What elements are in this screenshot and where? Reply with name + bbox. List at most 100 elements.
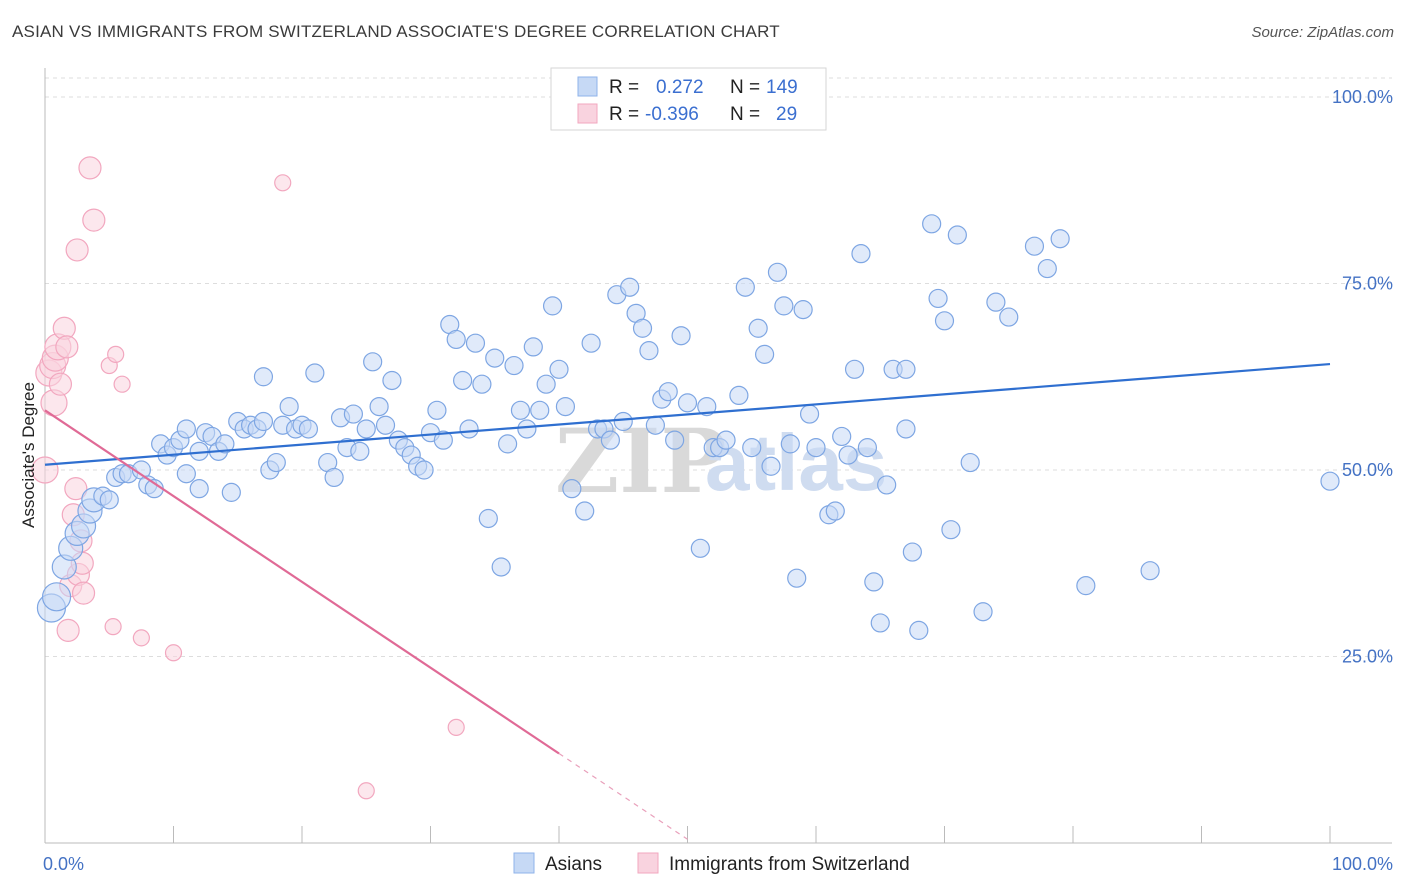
asians-point-91 bbox=[632, 318, 653, 338]
asians-point-113 bbox=[787, 568, 807, 588]
asians-point-115 bbox=[799, 404, 820, 424]
asians-point-103 bbox=[716, 430, 736, 450]
asians-point-98 bbox=[677, 393, 698, 413]
asians-point-128 bbox=[896, 419, 916, 439]
legend-n-value: 29 bbox=[776, 104, 797, 125]
asians-point-80 bbox=[555, 396, 576, 417]
asians-point-134 bbox=[934, 311, 955, 331]
trendlines bbox=[44, 362, 1331, 840]
asians-point-20 bbox=[176, 419, 196, 439]
asians-point-114 bbox=[793, 300, 813, 320]
asians-point-72 bbox=[504, 355, 524, 376]
switzerland-point-18 bbox=[78, 156, 102, 180]
asians-point-48 bbox=[350, 441, 370, 461]
legend-bottom: Asians Immigrants from Switzerland bbox=[513, 852, 910, 875]
asians-point-108 bbox=[754, 344, 775, 364]
y-tick-label-3: 100.0% bbox=[1332, 87, 1393, 107]
asians-point-143 bbox=[1050, 229, 1070, 249]
asians-point-34 bbox=[253, 367, 274, 387]
asians-point-38 bbox=[279, 396, 299, 417]
asians-point-83 bbox=[581, 333, 601, 353]
switzerland-point-6 bbox=[48, 372, 73, 396]
legend-label-asians: Asians bbox=[545, 854, 602, 875]
legend-n-label: N = bbox=[730, 104, 760, 125]
asians-point-79 bbox=[549, 359, 569, 379]
switzerland-point-28 bbox=[447, 718, 465, 736]
asians-point-44 bbox=[324, 467, 344, 488]
asians-point-136 bbox=[947, 225, 967, 245]
asians-point-104 bbox=[729, 385, 749, 405]
asians-point-1 bbox=[41, 582, 72, 612]
asians-point-41 bbox=[298, 419, 319, 439]
asians-point-121 bbox=[844, 359, 865, 379]
asians-point-125 bbox=[870, 613, 890, 633]
asians-point-68 bbox=[478, 508, 498, 529]
asians-point-65 bbox=[459, 419, 479, 439]
switzerland-point-26 bbox=[274, 174, 292, 192]
switzerland-point-17 bbox=[71, 581, 96, 605]
asians-point-100 bbox=[697, 396, 717, 417]
asians-point-135 bbox=[941, 520, 961, 540]
asians-point-124 bbox=[864, 572, 884, 592]
asians-point-111 bbox=[774, 296, 794, 316]
asians-point-27 bbox=[215, 434, 235, 454]
switzerland-point-27 bbox=[357, 782, 375, 800]
asians-point-99 bbox=[690, 538, 710, 558]
asians-point-76 bbox=[530, 400, 550, 420]
series-asians-points bbox=[36, 214, 1340, 640]
asians-point-145 bbox=[1140, 561, 1160, 581]
switzerland-point-23 bbox=[113, 375, 131, 393]
asians-point-144 bbox=[1076, 576, 1096, 596]
switzerland-point-21 bbox=[104, 618, 122, 636]
watermark: ZIP atlas bbox=[555, 409, 887, 513]
asians-point-63 bbox=[446, 329, 466, 350]
asians-point-82 bbox=[575, 501, 595, 521]
asians-point-141 bbox=[1024, 236, 1045, 256]
asians-point-47 bbox=[343, 404, 363, 424]
legend-r-label: R = bbox=[609, 104, 639, 125]
asians-point-69 bbox=[485, 348, 505, 368]
asians-point-61 bbox=[433, 430, 453, 450]
asians-point-107 bbox=[748, 318, 768, 338]
asians-point-73 bbox=[510, 400, 531, 420]
asians-point-122 bbox=[851, 244, 871, 264]
asians-point-109 bbox=[761, 456, 781, 476]
asians-point-146 bbox=[1320, 471, 1340, 491]
asians-point-50 bbox=[363, 352, 383, 372]
asians-point-139 bbox=[986, 292, 1006, 312]
asians-point-42 bbox=[305, 363, 325, 383]
asians-point-36 bbox=[266, 452, 286, 473]
asians-point-78 bbox=[542, 296, 563, 316]
asians-point-126 bbox=[877, 475, 897, 495]
asians-point-106 bbox=[742, 438, 762, 458]
y-axis-title: Associate's Degree bbox=[19, 382, 38, 528]
switzerland-point-22 bbox=[107, 345, 125, 363]
asians-point-88 bbox=[613, 411, 633, 432]
asians-point-77 bbox=[536, 374, 556, 394]
asians-point-142 bbox=[1037, 258, 1057, 279]
asians-point-60 bbox=[427, 400, 447, 420]
switzerland-point-24 bbox=[132, 629, 150, 647]
asians-point-75 bbox=[523, 337, 543, 357]
switzerland-point-13 bbox=[65, 238, 89, 262]
asians-point-52 bbox=[375, 415, 396, 435]
trendline-asians bbox=[44, 362, 1331, 466]
legend-swatch-switzerland bbox=[637, 852, 659, 874]
switzerland-point-9 bbox=[56, 618, 80, 642]
series-immigrants-switzerland-points bbox=[31, 156, 465, 800]
asians-point-64 bbox=[453, 370, 473, 391]
asians-point-112 bbox=[780, 434, 800, 454]
asians-point-120 bbox=[838, 445, 858, 465]
asians-point-95 bbox=[658, 382, 678, 402]
y-tick-label-0: 25.0% bbox=[1342, 647, 1393, 667]
asians-point-96 bbox=[665, 430, 685, 450]
switzerland-point-25 bbox=[164, 644, 183, 662]
asians-point-66 bbox=[465, 333, 486, 353]
switzerland-point-19 bbox=[82, 208, 106, 232]
asians-point-92 bbox=[639, 341, 659, 361]
y-tick-label-2: 75.0% bbox=[1342, 274, 1393, 294]
asians-point-105 bbox=[735, 277, 755, 297]
legend-swatch-asians bbox=[577, 76, 598, 97]
asians-point-140 bbox=[999, 307, 1019, 327]
